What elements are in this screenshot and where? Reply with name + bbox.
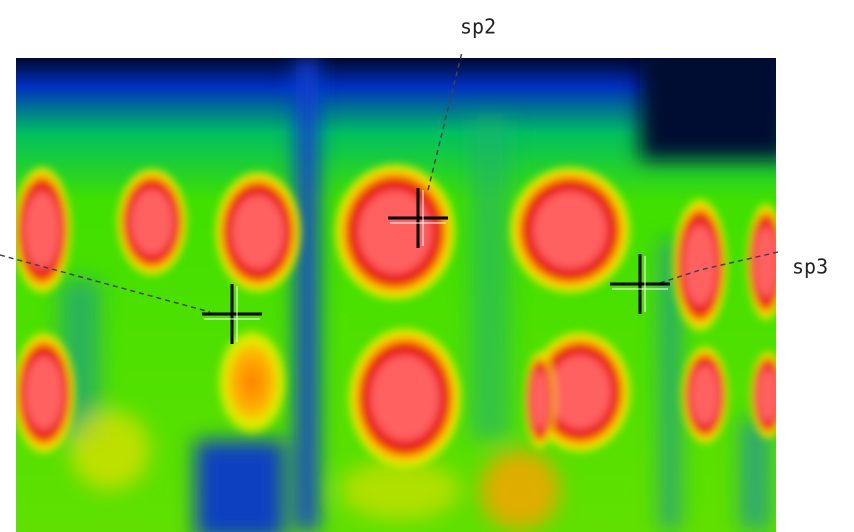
- heat-spot: [746, 202, 786, 322]
- shape: [195, 440, 285, 532]
- heat-spot: [672, 197, 728, 333]
- heat-spot: [524, 350, 556, 450]
- marker-label: sp2: [460, 15, 496, 39]
- heat-spot: [508, 165, 632, 295]
- heatmap: [12, 40, 790, 532]
- heat-spot: [681, 345, 729, 445]
- heat-spot: [480, 450, 560, 530]
- heat-spot: [750, 350, 786, 440]
- shape: [640, 40, 790, 160]
- thermal-view: sp2 sp3: [0, 0, 854, 532]
- heat-spot: [347, 326, 463, 470]
- marker-label: sp3: [792, 255, 828, 279]
- heat-spot: [70, 410, 150, 490]
- shape: [470, 120, 510, 440]
- heat-spot: [214, 170, 302, 294]
- heat-spot: [12, 165, 72, 295]
- heat-spot: [12, 331, 76, 455]
- heat-spot: [333, 162, 457, 302]
- shape: [296, 58, 318, 532]
- heat-spot: [116, 167, 188, 277]
- heat-spot: [216, 327, 288, 437]
- page: sp2 sp3 (() => { const data = JSON.parse…: [0, 0, 854, 532]
